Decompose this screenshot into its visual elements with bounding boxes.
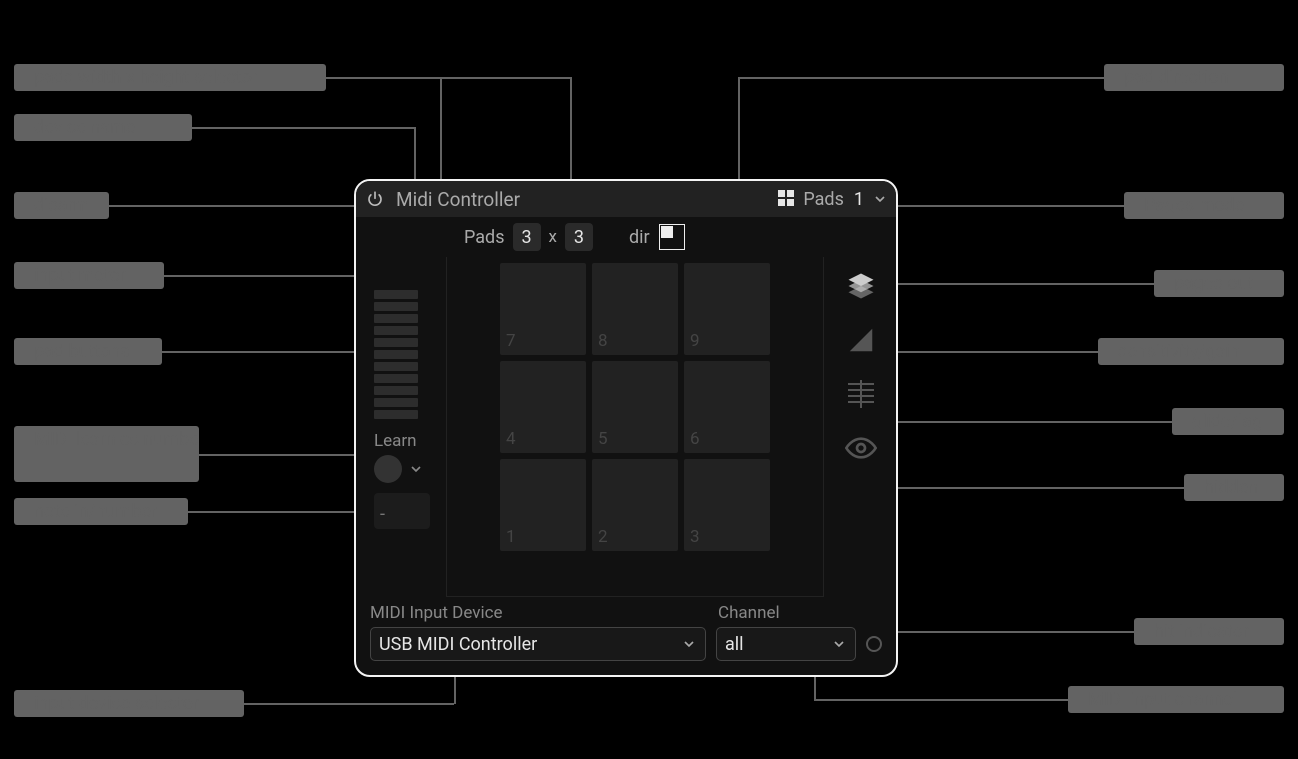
pad-label: 7: [506, 331, 516, 351]
learn-label: Learn: [374, 431, 438, 451]
midi-device-value: USB MIDI Controller: [379, 634, 537, 655]
leader-line: [440, 77, 442, 189]
eye-icon: [845, 436, 877, 460]
leader-line: [878, 421, 1172, 423]
pad-button[interactable]: 8: [592, 263, 678, 355]
direction-icon: [659, 224, 685, 250]
leader-line: [814, 699, 1068, 701]
midi-learn-button[interactable]: [374, 455, 402, 483]
sensitivity-button[interactable]: [844, 323, 878, 357]
right-column: [826, 257, 896, 597]
glide-button[interactable]: [844, 377, 878, 411]
leader-line: [188, 511, 362, 513]
learn-block: Learn: [374, 431, 438, 483]
pad-label: 8: [598, 331, 608, 351]
power-icon: [366, 190, 384, 208]
midi-device-select[interactable]: USB MIDI Controller: [370, 627, 706, 661]
pages-mode-label: Pads: [803, 189, 844, 210]
channel-value: all: [725, 634, 744, 655]
note-block: -: [374, 493, 438, 529]
pad-label: 1: [506, 527, 516, 547]
leader-line: [109, 205, 376, 207]
leader-line: [192, 127, 414, 129]
leader-line: [884, 205, 1124, 207]
pad-button[interactable]: 5: [592, 361, 678, 453]
leader-line: [870, 283, 1154, 285]
pad-button[interactable]: 6: [684, 361, 770, 453]
bottom-block: MIDI Input Device Channel USB MIDI Contr…: [356, 597, 896, 675]
chevron-down-icon: [872, 191, 888, 207]
leader-line: [878, 487, 1184, 489]
leader-line: [888, 631, 1134, 633]
learn-dropdown[interactable]: [408, 461, 424, 477]
annotation-right-6: hit indicator: [1134, 618, 1284, 645]
pads-height-input[interactable]: 3: [565, 223, 593, 251]
dir-label: dir: [629, 227, 650, 248]
hit-indicator: [866, 636, 882, 652]
annotation-right-7: MIDI input channel: [1068, 686, 1284, 713]
hidden-button[interactable]: [844, 431, 878, 465]
chevron-down-icon: [831, 636, 847, 652]
pad-label: 5: [598, 429, 608, 449]
leader-line: [326, 77, 570, 79]
glide-icon: [846, 380, 876, 408]
pad-button[interactable]: 3: [684, 459, 770, 551]
disarm-button[interactable]: [364, 188, 386, 210]
note-number-display: -: [374, 493, 430, 529]
pages-mode-count: 1: [854, 189, 864, 210]
pads-label: Pads: [464, 227, 505, 248]
annotation-right-4: glide/lag: [1172, 408, 1284, 435]
annotation-right-1: Pages mode: [1124, 192, 1284, 219]
pads-width-input[interactable]: 3: [513, 223, 541, 251]
annotation-left-1: device name: [14, 114, 192, 141]
chevron-down-icon: [681, 636, 697, 652]
pad-button[interactable]: 1: [500, 459, 586, 551]
grid-icon[interactable]: [777, 189, 797, 209]
annotation-right-2: pages out: [1154, 270, 1284, 297]
annotation-left-2: disarm: [14, 192, 109, 219]
pad-button[interactable]: 2: [592, 459, 678, 551]
channel-label: Channel: [718, 603, 858, 623]
pads-size-row: Pads 3 x 3 dir: [356, 217, 896, 257]
pad-button[interactable]: 4: [500, 361, 586, 453]
pad-label: 9: [690, 331, 700, 351]
annotation-right-0: pad direction: [1104, 64, 1284, 91]
input-meter: [374, 265, 418, 419]
pad-grid: 7 8 9 4 5 6 1 2 3: [500, 263, 770, 551]
pad-label: 3: [690, 527, 700, 547]
annotation-left-7: input device selector: [14, 690, 244, 717]
chevron-down-icon: [408, 461, 424, 477]
pad-button[interactable]: 9: [684, 263, 770, 355]
annotation-right-5: hidden: [1184, 474, 1284, 501]
pad-label: 2: [598, 527, 608, 547]
annotation-left-5: MIDI learn cc number/note: [14, 426, 199, 482]
annotation-left-0: pads width x height selector: [14, 64, 326, 91]
left-column: Learn -: [356, 257, 446, 597]
pad-label: 6: [690, 429, 700, 449]
pad-direction-selector[interactable]: [658, 223, 686, 251]
mid-row: Learn - 7 8 9 4 5 6 1 2: [356, 257, 896, 597]
pads-x-label: x: [549, 227, 557, 247]
annotation-right-3: sensitivity/gain: [1098, 338, 1284, 365]
pages-out-button[interactable]: [844, 269, 878, 303]
device-name: Midi Controller: [396, 188, 520, 211]
midi-device-label: MIDI Input Device: [370, 603, 706, 623]
leader-line: [244, 703, 454, 705]
annotation-left-4: pad buttons: [14, 338, 162, 365]
leader-line: [164, 275, 382, 277]
midi-controller-panel: Midi Controller Pads 1 Pads 3 x 3 dir: [354, 179, 898, 677]
pad-grid-wrap: 7 8 9 4 5 6 1 2 3: [446, 257, 824, 597]
leader-line: [738, 77, 1104, 79]
sensitivity-icon: [846, 325, 876, 355]
pad-label: 4: [506, 429, 516, 449]
annotation-left-3: input meter: [14, 262, 164, 289]
leader-line: [878, 351, 1098, 353]
titlebar: Midi Controller Pads 1: [356, 181, 896, 217]
layers-icon: [846, 271, 876, 301]
pages-mode-dropdown[interactable]: [872, 191, 888, 207]
pad-button[interactable]: 7: [500, 263, 586, 355]
annotation-left-6: note in/number: [14, 498, 188, 525]
channel-select[interactable]: all: [716, 627, 856, 661]
